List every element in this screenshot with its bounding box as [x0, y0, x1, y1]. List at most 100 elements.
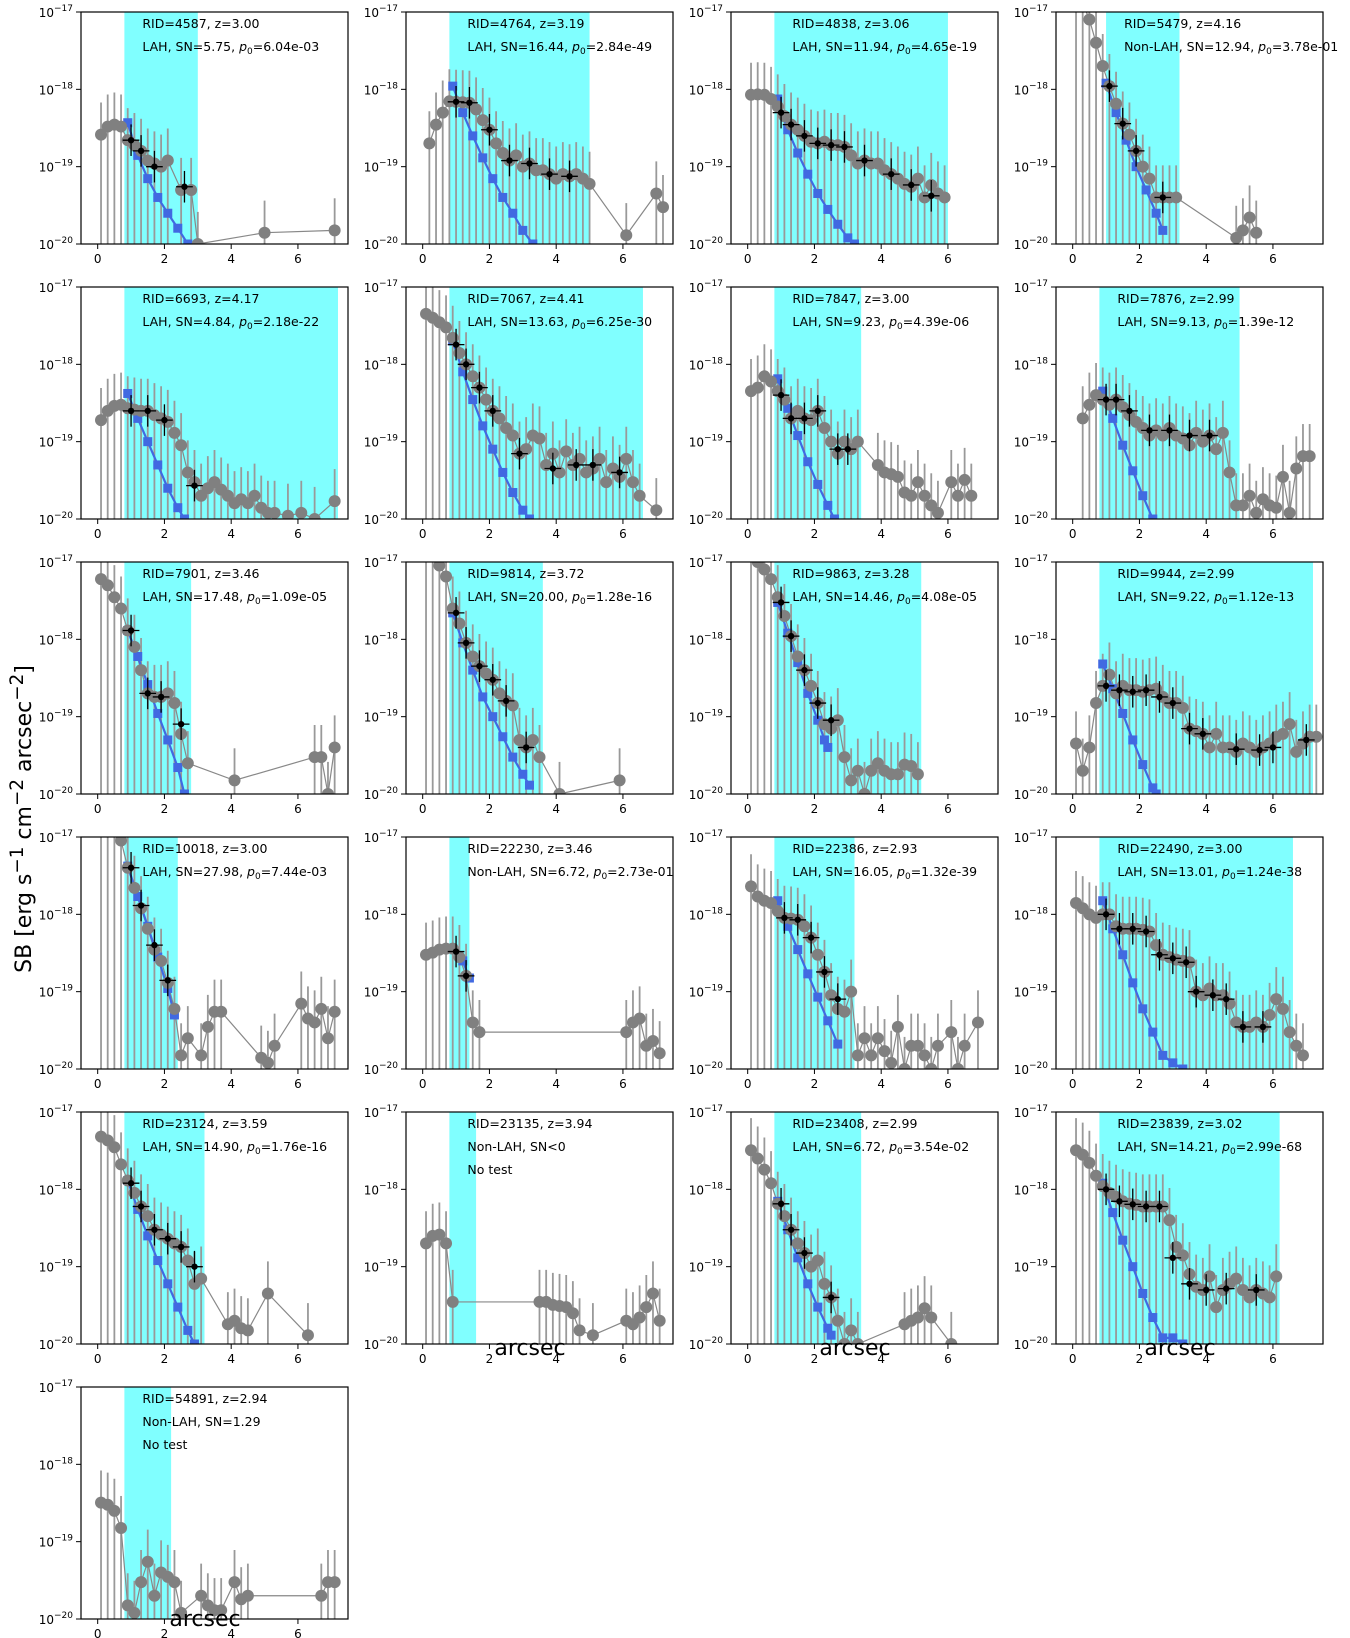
- obs-point: [115, 602, 128, 615]
- x-tick-label: 0: [1069, 252, 1077, 266]
- obs-point: [1236, 224, 1249, 237]
- obs-point: [466, 370, 479, 383]
- sig-point: [1169, 1254, 1177, 1262]
- sig-point: [814, 699, 821, 707]
- obs-point: [95, 128, 108, 141]
- obs-point: [845, 774, 858, 787]
- panel-title: RID=7876, z=2.99: [1117, 291, 1234, 306]
- panel-stats: LAH, SN=14.21, p0=2.99e-68: [1117, 1139, 1302, 1157]
- obs-point: [446, 1295, 459, 1308]
- plot-area: [420, 287, 663, 519]
- y-tick-label: 10−19: [689, 984, 724, 1000]
- obs-point: [108, 1504, 121, 1517]
- axes-frame: [80, 286, 349, 520]
- obs-point: [798, 920, 811, 933]
- obs-point: [102, 809, 114, 821]
- panel-title: RID=9863, z=3.28: [792, 566, 909, 581]
- y-tick-label: 10−19: [39, 1534, 74, 1550]
- obs-point: [765, 573, 778, 586]
- obs-point: [1070, 737, 1083, 750]
- sig-point: [1209, 992, 1217, 999]
- x-tick-label: 0: [744, 802, 752, 816]
- obs-point: [436, 106, 449, 119]
- panel-7847: 0 2 4 6 10−20 10−19 10−18 10−17 RID=7847, z=3.00…: [689, 279, 999, 541]
- sig-point: [476, 384, 483, 391]
- x-tick-label: 0: [419, 1077, 427, 1091]
- obs-point: [1083, 1156, 1096, 1169]
- obs-point: [295, 997, 308, 1010]
- sig-point: [462, 361, 470, 368]
- sig-point: [127, 627, 135, 634]
- panel-6693: 0 2 4 6 10−20 10−19 10−18 10−17 RID=6693, z=4.17…: [39, 279, 349, 541]
- obs-point: [878, 1045, 891, 1058]
- fit-region-band: [1099, 562, 1313, 794]
- x-tick-label: 6: [1269, 527, 1277, 541]
- obs-point: [851, 1049, 864, 1062]
- obs-point: [745, 880, 758, 893]
- x-tick-label: 6: [619, 802, 627, 816]
- y-tick-label: 10−17: [364, 554, 398, 570]
- model-point: [448, 81, 458, 91]
- obs-point: [128, 1606, 141, 1619]
- obs-point: [1290, 462, 1303, 475]
- model-point: [1138, 1288, 1148, 1298]
- obs-point: [905, 489, 918, 502]
- x-tick-label: 6: [1269, 1352, 1277, 1366]
- x-tick-label: 6: [1269, 1077, 1277, 1091]
- obs-point: [1290, 1039, 1303, 1052]
- obs-point: [838, 751, 851, 764]
- model-point: [1178, 1064, 1188, 1069]
- obs-point: [195, 1589, 208, 1602]
- model-point: [1098, 896, 1108, 906]
- obs-point: [606, 462, 619, 475]
- obs-point: [168, 426, 181, 439]
- obs-point: [328, 495, 341, 508]
- x-tick-label: 0: [94, 1627, 102, 1638]
- panel-22490: 0 2 4 6 10−20 10−19 10−18 10−17 RID=22490, z=3.0…: [1014, 829, 1324, 1091]
- sig-point: [1112, 396, 1120, 403]
- obs-point: [931, 506, 944, 519]
- obs-point: [1123, 128, 1136, 141]
- y-tick-label: 10−20: [39, 236, 74, 252]
- obs-point: [1076, 412, 1089, 425]
- sig-point: [164, 977, 171, 984]
- x-tick-label: 2: [1136, 527, 1144, 541]
- obs-point: [308, 513, 321, 519]
- panel-stats: LAH, SN=9.13, p0=1.39e-12: [1117, 314, 1294, 332]
- obs-point: [951, 1063, 964, 1069]
- axes-frame: [730, 1111, 999, 1345]
- obs-point: [128, 640, 141, 653]
- sig-point: [827, 1294, 835, 1301]
- model-point: [1148, 1313, 1158, 1323]
- y-tick-label: 10−20: [689, 236, 724, 252]
- x-tick-label: 0: [94, 802, 102, 816]
- x-tick-label: 0: [1069, 1352, 1077, 1366]
- model-point: [829, 514, 839, 519]
- y-tick-label: 10−20: [364, 1061, 399, 1077]
- panel-stats: Non-LAH, SN=1.29: [142, 1414, 260, 1429]
- panel-title: RID=22490, z=3.00: [1117, 841, 1242, 856]
- y-tick-label: 10−18: [364, 906, 399, 922]
- plot-area: [95, 562, 341, 794]
- sig-point: [151, 163, 158, 170]
- panel-stats: LAH, SN=13.01, p0=1.24e-38: [1117, 864, 1302, 882]
- sig-point: [1142, 928, 1150, 935]
- y-tick-label: 10−19: [689, 159, 724, 175]
- obs-point: [1223, 466, 1236, 479]
- model-point: [133, 892, 143, 902]
- obs-point: [745, 1144, 758, 1157]
- sig-point: [1156, 951, 1163, 958]
- plot-area: [95, 287, 341, 519]
- y-tick-label: 10−20: [689, 1336, 724, 1352]
- y-tick-label: 10−17: [39, 1379, 73, 1395]
- sig-point: [844, 445, 852, 453]
- obs-point: [510, 149, 523, 162]
- x-tick-label: 6: [1269, 252, 1277, 266]
- sig-point: [1132, 147, 1140, 155]
- model-point: [793, 431, 803, 441]
- x-tick-label: 0: [744, 1352, 752, 1366]
- axes-frame: [80, 561, 349, 795]
- model-point: [1108, 413, 1118, 423]
- panel-22386: 0 2 4 6 10−20 10−19 10−18 10−17 RID=22386, z=2.9…: [689, 829, 999, 1091]
- fit-region-band: [124, 1112, 205, 1344]
